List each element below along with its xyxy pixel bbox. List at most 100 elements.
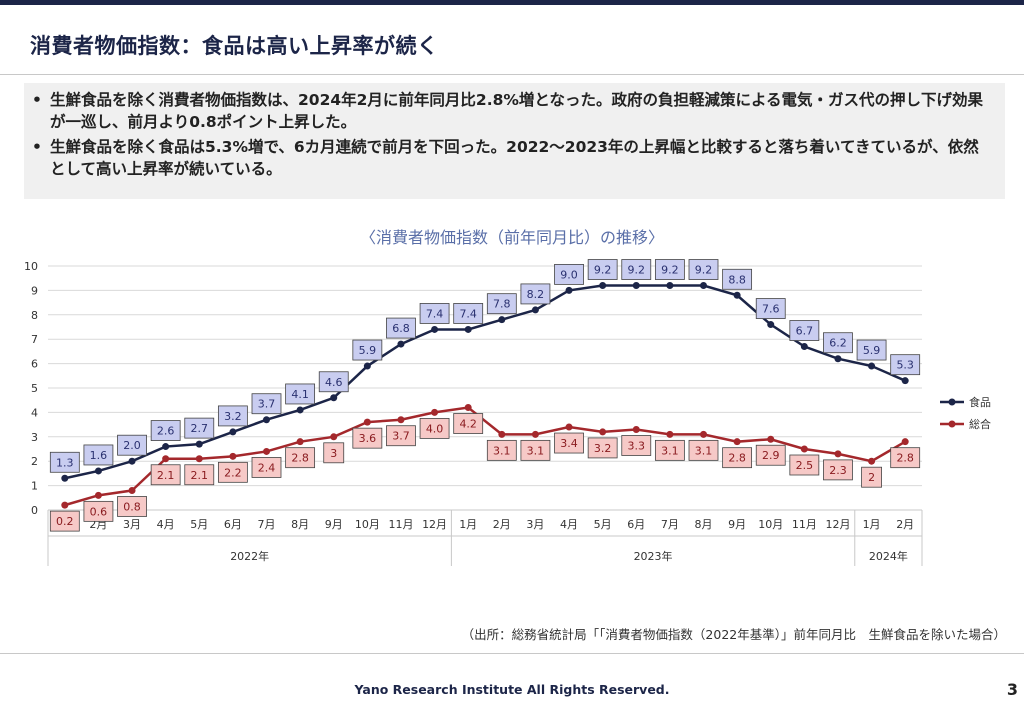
y-tick-label: 0 (31, 504, 38, 517)
data-label-box (386, 317, 416, 339)
data-point (94, 491, 102, 499)
x-tick-label: 4月 (157, 518, 175, 531)
data-label-box (285, 383, 316, 405)
data-label-box (453, 303, 484, 324)
data-point (733, 291, 741, 299)
legend-marker (948, 398, 956, 406)
y-tick-label: 7 (31, 333, 38, 346)
data-label-box (587, 259, 618, 280)
data-label-box (318, 371, 349, 393)
data-label-box (861, 466, 882, 488)
data-point (700, 430, 707, 438)
x-tick-label: 12月 (825, 518, 850, 531)
y-tick-label: 8 (31, 309, 38, 322)
data-label-box (217, 461, 248, 483)
data-point (767, 321, 775, 329)
x-tick-label: 3月 (123, 518, 141, 531)
data-point (397, 340, 405, 348)
data-label: 2.5 (796, 459, 814, 472)
x-year-label: 2022年 (230, 549, 269, 563)
x-tick-label: 9月 (728, 518, 746, 531)
x-tick-label: 11月 (388, 518, 413, 531)
x-tick-label: 9月 (325, 518, 343, 531)
data-point (263, 447, 270, 455)
data-label-box (722, 447, 753, 469)
data-label: 2.7 (191, 422, 209, 435)
data-point (162, 455, 170, 463)
cpi-line-chart: 0 1 2 3 4 5 6 7 8 9 10 2022年 2023年 2024年 1月 2月 3月 4月 5月 6月 7… (24, 259, 991, 566)
data-label: 3.1 (493, 444, 511, 457)
data-point (263, 416, 270, 424)
top-accent-bar (0, 0, 1024, 5)
data-label: 6.7 (796, 325, 814, 338)
data-point (195, 440, 203, 448)
x-tick-label: 6月 (224, 518, 242, 531)
data-label: 5.9 (359, 344, 377, 357)
legend-label: 食品 (969, 395, 991, 409)
data-point (94, 467, 102, 475)
data-label: 0.8 (123, 500, 141, 513)
data-label-box (251, 393, 282, 415)
data-point (296, 406, 304, 414)
data-label-box (587, 437, 618, 459)
data-label-box (823, 332, 853, 354)
data-label: 3.1 (695, 444, 713, 457)
data-label-box (251, 457, 282, 478)
data-point (700, 282, 707, 290)
data-point (498, 430, 506, 438)
data-point (229, 452, 237, 460)
data-label-box (323, 442, 345, 464)
data-label-box (285, 447, 316, 469)
data-label-box (789, 454, 820, 476)
data-label: 3.7 (392, 430, 410, 443)
x-tick-label: 3月 (526, 518, 544, 531)
data-point (834, 450, 842, 458)
data-label-box (453, 413, 484, 434)
page-number: 3 (1006, 680, 1018, 699)
data-label: 7.6 (762, 303, 780, 316)
data-label-box (890, 447, 921, 469)
x-tick-label: 12月 (422, 518, 447, 531)
data-label: 6.8 (392, 322, 410, 335)
data-label: 9.0 (560, 268, 578, 281)
data-point (666, 430, 674, 438)
data-label: 3.7 (258, 398, 276, 411)
data-point (666, 282, 674, 290)
data-label: 2.6 (157, 425, 175, 438)
data-label: 2.8 (896, 452, 914, 465)
data-label-box (83, 500, 114, 522)
legend-marker (948, 420, 956, 428)
data-point (431, 408, 439, 416)
data-point (330, 394, 338, 402)
y-tick-label: 5 (31, 382, 38, 395)
data-point (128, 486, 136, 494)
data-label-box (117, 496, 147, 517)
data-point (397, 416, 405, 424)
data-label: 4.2 (459, 418, 477, 431)
data-label-box (184, 417, 215, 439)
data-point (632, 282, 640, 290)
data-label-box (486, 439, 517, 461)
data-label-box (554, 263, 584, 285)
data-point (800, 343, 808, 351)
data-label-box (83, 444, 114, 466)
data-point (128, 457, 136, 465)
legend-label: 総合 (969, 417, 991, 431)
data-label-box (150, 420, 181, 441)
data-label-box (419, 417, 450, 439)
x-tick-label: 8月 (695, 518, 713, 531)
data-label: 2.1 (157, 469, 175, 482)
data-label: 9.2 (628, 264, 646, 277)
data-point (363, 418, 371, 426)
data-label-box (621, 435, 652, 456)
chart-title: 〈消費者物価指数（前年同月比）の推移〉 (359, 228, 664, 247)
y-tick-label: 10 (24, 260, 38, 273)
data-label-box (419, 303, 450, 324)
data-point (565, 286, 573, 294)
page-title: 消費者物価指数：食品は高い上昇率が続く (30, 34, 439, 58)
data-label-box (722, 268, 753, 290)
data-label-box (654, 439, 685, 461)
x-tick-label: 4月 (560, 518, 578, 531)
data-label-box (823, 459, 853, 481)
x-tick-label: 8月 (291, 518, 309, 531)
